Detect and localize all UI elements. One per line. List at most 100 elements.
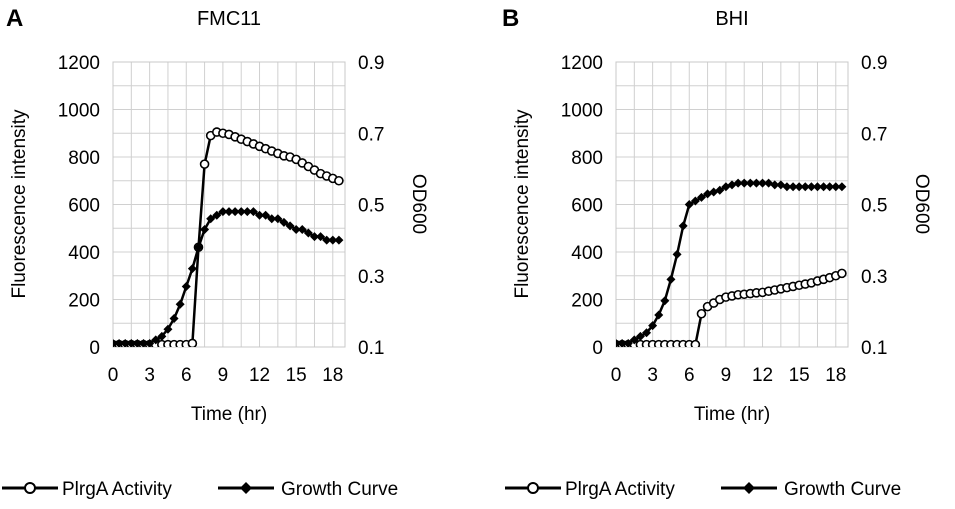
data-point-growth-curve	[175, 299, 185, 309]
plot-area	[615, 61, 849, 348]
y-tick-label: 1200	[561, 53, 603, 74]
data-point-growth-curve	[642, 328, 652, 338]
data-point-growth-curve	[617, 338, 627, 347]
y-axis-ticks: 0 200 400 600 800 1000 1200	[58, 53, 100, 359]
legend-marker-plrga	[24, 482, 36, 494]
data-point-growth-curve	[218, 207, 228, 217]
data-point-growth-curve	[261, 210, 271, 220]
y2-tick-label: 0.7	[861, 124, 887, 145]
data-point-growth-curve	[114, 338, 124, 347]
data-point-plrga-activity	[334, 175, 344, 186]
data-point-growth-curve	[745, 178, 755, 188]
data-point-growth-curve	[187, 264, 197, 274]
legend: PlrgA Activity Growth Curve	[505, 479, 901, 500]
x-axis-ticks: 0 3 6 9 12 15 18	[611, 365, 847, 386]
data-point-growth-curve	[285, 221, 295, 231]
data-point-growth-curve	[690, 196, 700, 206]
data-point-plrga-activity	[199, 159, 210, 169]
y2-tick-label: 0.1	[861, 338, 887, 359]
y-tick-label: 800	[68, 148, 100, 169]
data-point-growth-curve	[255, 210, 265, 220]
data-point-growth-curve	[819, 182, 829, 192]
plot-area	[112, 61, 346, 348]
data-point-plrga-activity	[696, 308, 707, 319]
series-line-growth-curve	[616, 181, 842, 345]
data-point-growth-curve	[126, 338, 136, 347]
data-point-growth-curve	[248, 207, 258, 217]
x-axis-ticks: 0 3 6 9 12 15 18	[108, 365, 344, 386]
data-point-growth-curve	[678, 221, 688, 231]
data-point-growth-curve	[800, 182, 810, 192]
data-point-growth-curve	[212, 210, 222, 220]
data-point-growth-curve	[758, 178, 768, 188]
legend-label-plrga: PlrgA Activity	[62, 479, 172, 500]
data-point-growth-curve	[684, 200, 694, 209]
y2-tick-label: 0.5	[358, 196, 384, 217]
y-axis-ticks: 0 200 400 600 800 1000 1200	[561, 53, 603, 359]
y-tick-label: 800	[571, 148, 603, 169]
legend-label-growth: Growth Curve	[281, 479, 398, 500]
data-point-growth-curve	[696, 192, 706, 202]
y-tick-label: 1200	[58, 53, 100, 74]
data-point-growth-curve	[169, 314, 179, 323]
data-point-growth-curve	[273, 214, 283, 224]
y2-tick-label: 0.5	[861, 196, 887, 217]
data-point-growth-curve	[139, 338, 149, 347]
x-tick-label: 9	[218, 365, 229, 386]
data-point-growth-curve	[635, 331, 645, 341]
data-point-growth-curve	[163, 324, 173, 334]
data-point-growth-curve	[666, 274, 676, 284]
chart-panel-b: B BHI 0 200 400 600 800 1000 1200 0.1 0.3 0.5 0.7…	[502, 5, 932, 500]
y-tick-label: 0	[592, 338, 603, 359]
series-layer	[616, 178, 847, 347]
data-point-growth-curve	[672, 249, 682, 259]
y-tick-label: 200	[571, 291, 603, 312]
y2-tick-label: 0.3	[358, 267, 384, 288]
y2-axis-ticks: 0.1 0.3 0.5 0.7 0.9	[861, 53, 887, 359]
data-point-growth-curve	[770, 180, 780, 190]
data-point-growth-curve	[751, 178, 761, 188]
gridlines	[616, 62, 848, 347]
data-point-growth-curve	[739, 178, 749, 188]
x-tick-label: 0	[611, 365, 622, 386]
data-point-growth-curve	[309, 232, 319, 242]
data-point-plrga-activity	[187, 338, 198, 347]
data-point-growth-curve	[648, 321, 658, 331]
chart-title: FMC11	[197, 8, 261, 30]
data-point-growth-curve	[837, 182, 847, 192]
data-point-growth-curve	[145, 338, 155, 347]
legend-marker-plrga	[527, 482, 539, 494]
y-tick-label: 200	[68, 291, 100, 312]
data-point-plrga-activity	[837, 268, 847, 279]
data-point-growth-curve	[782, 182, 792, 192]
y-tick-label: 400	[68, 243, 100, 264]
data-point-plrga-activity	[690, 339, 701, 347]
y2-tick-label: 0.1	[358, 338, 384, 359]
panel-label: B	[502, 5, 519, 32]
x-tick-label: 15	[789, 365, 810, 386]
y-tick-label: 600	[68, 196, 100, 217]
x-tick-label: 0	[108, 365, 119, 386]
y2-tick-label: 0.9	[861, 53, 887, 74]
y2-tick-label: 0.9	[358, 53, 384, 74]
x-tick-label: 12	[249, 365, 270, 386]
data-point-growth-curve	[623, 338, 633, 347]
x-tick-label: 18	[322, 365, 343, 386]
data-point-growth-curve	[157, 331, 167, 341]
data-point-growth-curve	[812, 182, 822, 192]
data-point-growth-curve	[206, 214, 216, 224]
y-tick-label: 1000	[58, 101, 100, 122]
x-tick-label: 3	[144, 365, 155, 386]
data-point-growth-curve	[831, 182, 841, 192]
data-point-growth-curve	[328, 235, 338, 245]
data-point-growth-curve	[242, 207, 252, 217]
x-axis-label: Time (hr)	[694, 404, 770, 425]
data-point-growth-curve	[279, 217, 289, 227]
data-point-growth-curve	[806, 182, 816, 192]
data-point-growth-curve	[132, 338, 142, 347]
y-axis-label: Fluorescence intensity	[512, 109, 533, 299]
x-axis-label: Time (hr)	[191, 404, 267, 425]
data-point-growth-curve	[733, 178, 743, 188]
data-point-growth-curve	[236, 207, 246, 217]
data-point-growth-curve	[660, 296, 670, 306]
